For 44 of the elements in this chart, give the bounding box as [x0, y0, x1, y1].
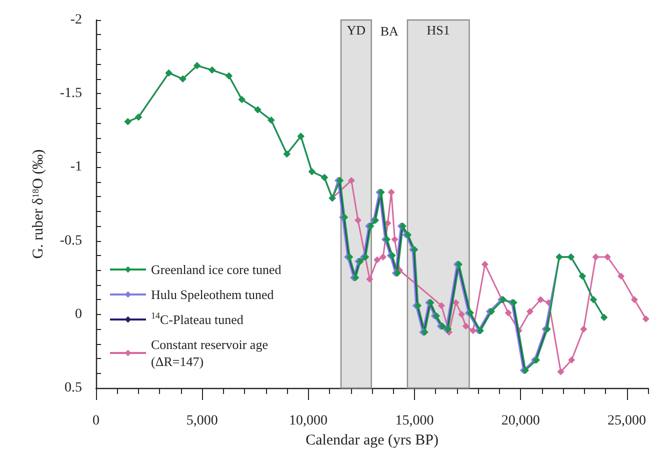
- point: [462, 322, 470, 330]
- y-tick-label: -2: [70, 12, 82, 28]
- point: [580, 326, 588, 333]
- y-tick-label: -1: [70, 160, 82, 175]
- x-tick-label: 10,000: [289, 414, 328, 428]
- y-tick-label: 0: [75, 306, 82, 322]
- point: [630, 296, 638, 304]
- point: [354, 216, 362, 224]
- x-tick-label: 25,000: [608, 414, 646, 428]
- x-tick-label: 20,000: [501, 414, 540, 428]
- point: [504, 309, 512, 316]
- point: [642, 315, 650, 322]
- point: [568, 356, 576, 364]
- x-tick-label: 5,000: [186, 414, 218, 428]
- point: [481, 260, 488, 268]
- band-label: YD: [346, 22, 366, 38]
- legend-label: Greenland ice core tuned: [151, 262, 282, 277]
- x-tick-label: 0: [92, 414, 100, 428]
- legend-label: Constant reservoir age (ΔR=147): [151, 337, 268, 369]
- y-tick-label: -0.5: [60, 233, 82, 248]
- point: [604, 253, 611, 260]
- y-axis-title: G. ruber δ18O (‰): [30, 149, 46, 259]
- y-tick-label: -1.5: [60, 86, 82, 102]
- point: [374, 256, 381, 264]
- point: [388, 188, 395, 196]
- band-label: HS1: [426, 22, 450, 38]
- point: [470, 327, 477, 334]
- point: [557, 368, 564, 376]
- point: [592, 253, 600, 260]
- point: [452, 299, 460, 306]
- point: [348, 176, 355, 184]
- legend-label: Hulu Speleothem tuned: [151, 287, 274, 302]
- point: [526, 308, 534, 315]
- point: [391, 236, 398, 243]
- annotation: BA: [380, 24, 400, 38]
- point: [618, 272, 625, 280]
- x-axis-title: Calendar age (yrs BP): [306, 432, 438, 448]
- y-tick-label: 0.5: [64, 380, 82, 396]
- point: [537, 296, 544, 304]
- x-tick-label: 15,000: [395, 414, 434, 428]
- point: [380, 253, 387, 260]
- point: [438, 302, 445, 310]
- point: [458, 310, 466, 318]
- point: [366, 276, 374, 283]
